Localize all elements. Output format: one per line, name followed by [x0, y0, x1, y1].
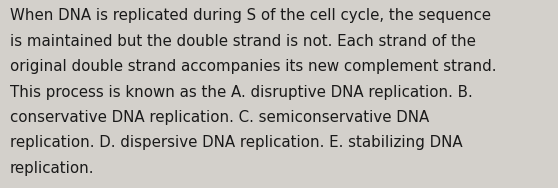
- Text: replication. D. dispersive DNA replication. E. stabilizing DNA: replication. D. dispersive DNA replicati…: [10, 135, 463, 150]
- Text: conservative DNA replication. C. semiconservative DNA: conservative DNA replication. C. semicon…: [10, 110, 429, 125]
- Text: When DNA is replicated during S of the cell cycle, the sequence: When DNA is replicated during S of the c…: [10, 8, 491, 24]
- Text: replication.: replication.: [10, 161, 94, 176]
- Text: This process is known as the A. disruptive DNA replication. B.: This process is known as the A. disrupti…: [10, 85, 473, 100]
- Text: is maintained but the double strand is not. Each strand of the: is maintained but the double strand is n…: [10, 34, 476, 49]
- Text: original double strand accompanies its new complement strand.: original double strand accompanies its n…: [10, 59, 497, 74]
